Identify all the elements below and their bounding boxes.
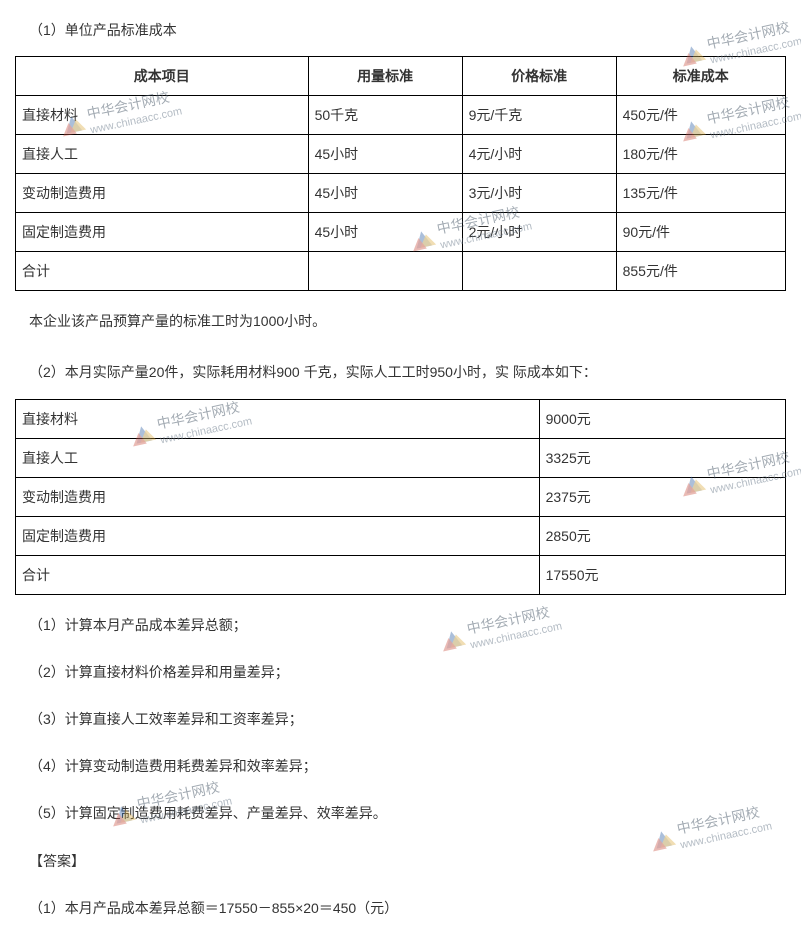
table-cell: 90元/件 — [616, 213, 785, 252]
table-cell: 2元/小时 — [462, 213, 616, 252]
question-5: （5）计算固定制造费用耗费差异、产量差异、效率差异。 — [15, 793, 786, 834]
table-cell — [308, 252, 462, 291]
table-row: 直接材料9000元 — [16, 399, 786, 438]
table-header: 标准成本 — [616, 57, 785, 96]
table-cell: 9元/千克 — [462, 96, 616, 135]
table-actual-cost: 直接材料9000元直接人工3325元变动制造费用2375元固定制造费用2850元… — [15, 399, 786, 595]
table-row: 变动制造费用2375元 — [16, 477, 786, 516]
table-cell: 直接人工 — [16, 438, 540, 477]
table-cell: 直接人工 — [16, 135, 309, 174]
table-cell: 直接材料 — [16, 96, 309, 135]
table-cell: 固定制造费用 — [16, 516, 540, 555]
table-standard-cost: 成本项目用量标准价格标准标准成本 直接材料50千克9元/千克450元/件直接人工… — [15, 56, 786, 291]
table-cell: 直接材料 — [16, 399, 540, 438]
table-row: 合计17550元 — [16, 555, 786, 594]
table-cell: 3元/小时 — [462, 174, 616, 213]
table-row: 直接材料50千克9元/千克450元/件 — [16, 96, 786, 135]
table-row: 直接人工3325元 — [16, 438, 786, 477]
question-1: （1）计算本月产品成本差异总额； — [15, 605, 786, 646]
question-2: （2）计算直接材料价格差异和用量差异； — [15, 652, 786, 693]
table-cell: 45小时 — [308, 174, 462, 213]
question-4: （4）计算变动制造费用耗费差异和效率差异； — [15, 746, 786, 787]
table-cell: 合计 — [16, 252, 309, 291]
table-cell: 45小时 — [308, 135, 462, 174]
question-3: （3）计算直接人工效率差异和工资率差异； — [15, 699, 786, 740]
table-cell: 2375元 — [539, 477, 785, 516]
table-cell: 4元/小时 — [462, 135, 616, 174]
answer-label: 【答案】 — [15, 841, 786, 882]
table-cell: 2850元 — [539, 516, 785, 555]
table-cell: 180元/件 — [616, 135, 785, 174]
table-cell: 45小时 — [308, 213, 462, 252]
table-cell: 变动制造费用 — [16, 477, 540, 516]
table-row: 直接人工45小时4元/小时180元/件 — [16, 135, 786, 174]
table-cell: 50千克 — [308, 96, 462, 135]
table-cell — [462, 252, 616, 291]
section1-note: 本企业该产品预算产量的标准工时为1000小时。 — [15, 301, 786, 342]
answer-1: （1）本月产品成本差异总额＝17550－855×20＝450（元） — [15, 888, 786, 929]
table-cell: 3325元 — [539, 438, 785, 477]
table-cell: 450元/件 — [616, 96, 785, 135]
table-cell: 9000元 — [539, 399, 785, 438]
table-cell: 135元/件 — [616, 174, 785, 213]
section1-title: （1）单位产品标准成本 — [15, 10, 786, 51]
table-cell: 17550元 — [539, 555, 785, 594]
table-cell: 合计 — [16, 555, 540, 594]
table-header: 成本项目 — [16, 57, 309, 96]
table-row: 变动制造费用45小时3元/小时135元/件 — [16, 174, 786, 213]
table-cell: 固定制造费用 — [16, 213, 309, 252]
table-cell: 变动制造费用 — [16, 174, 309, 213]
section2-title: （2）本月实际产量20件，实际耗用材料900 千克，实际人工工时950小时，实 … — [15, 352, 786, 393]
table-row: 合计 855元/件 — [16, 252, 786, 291]
table-cell: 855元/件 — [616, 252, 785, 291]
table-header: 用量标准 — [308, 57, 462, 96]
table-row: 固定制造费用45小时2元/小时90元/件 — [16, 213, 786, 252]
table-header: 价格标准 — [462, 57, 616, 96]
table-row: 固定制造费用2850元 — [16, 516, 786, 555]
